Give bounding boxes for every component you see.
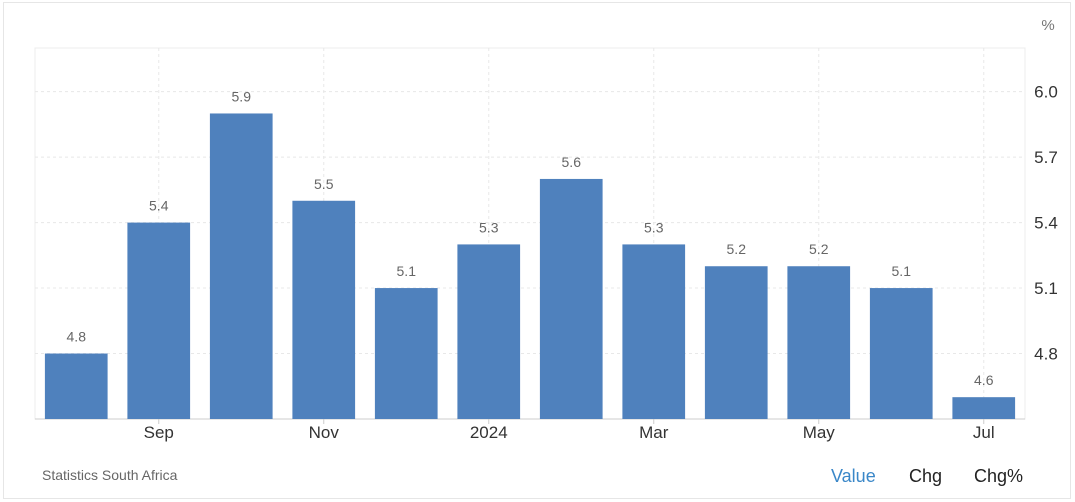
source-label: Statistics South Africa bbox=[42, 467, 178, 483]
x-tick-label: Mar bbox=[639, 423, 669, 442]
data-label: 5.3 bbox=[479, 219, 499, 235]
bar-apr[interactable] bbox=[704, 266, 768, 419]
bar-oct[interactable] bbox=[209, 113, 273, 420]
grid bbox=[34, 47, 1026, 420]
x-tick-label: May bbox=[803, 423, 836, 442]
bar-feb[interactable] bbox=[539, 178, 603, 419]
data-label: 5.1 bbox=[892, 263, 912, 279]
tab-chg-percent[interactable]: Chg% bbox=[974, 466, 1024, 486]
bar-dec[interactable] bbox=[374, 288, 438, 419]
bars bbox=[44, 113, 1016, 420]
x-axis: Sep Nov 2024 Mar May Jul bbox=[144, 419, 995, 442]
bar-nov[interactable] bbox=[292, 200, 356, 419]
data-label: 5.2 bbox=[809, 241, 829, 257]
data-label: 4.8 bbox=[67, 329, 87, 345]
bar-mar[interactable] bbox=[622, 244, 686, 419]
data-label: 5.2 bbox=[727, 241, 747, 257]
y-tick-label: 5.1 bbox=[1034, 279, 1058, 298]
data-label: 5.1 bbox=[397, 263, 417, 279]
tab-chg[interactable]: Chg bbox=[909, 466, 943, 486]
bar-sep[interactable] bbox=[127, 222, 191, 419]
bar-jun[interactable] bbox=[869, 288, 933, 419]
bar-aug[interactable] bbox=[44, 353, 108, 419]
data-label: 5.3 bbox=[644, 219, 664, 235]
x-tick-label: Nov bbox=[309, 423, 340, 442]
x-tick-label: 2024 bbox=[470, 423, 508, 442]
y-tick-label: 6.0 bbox=[1034, 83, 1058, 102]
data-labels: 4.8 5.4 5.9 5.5 5.1 5.3 5.6 5.3 5.2 5.2 5.1 4.6 bbox=[67, 88, 994, 388]
data-label: 5.5 bbox=[314, 176, 334, 192]
y-tick-label: 4.8 bbox=[1034, 345, 1058, 364]
data-label: 5.4 bbox=[149, 198, 169, 214]
x-tick-label: Jul bbox=[973, 423, 995, 442]
data-label: 5.6 bbox=[562, 154, 582, 170]
y-tick-label: 5.4 bbox=[1034, 214, 1058, 233]
data-label: 4.6 bbox=[974, 372, 994, 388]
y-tick-label: 5.7 bbox=[1034, 148, 1058, 167]
data-label: 5.9 bbox=[232, 88, 252, 104]
tab-value[interactable]: Value bbox=[831, 466, 876, 486]
y-axis: 4.8 5.1 5.4 5.7 6.0 bbox=[1034, 83, 1058, 364]
y-unit-label: % bbox=[1041, 17, 1054, 34]
x-tick-label: Sep bbox=[144, 423, 174, 442]
bar-jul[interactable] bbox=[952, 397, 1016, 419]
bar-may[interactable] bbox=[787, 266, 851, 419]
bar-2024[interactable] bbox=[457, 244, 521, 419]
